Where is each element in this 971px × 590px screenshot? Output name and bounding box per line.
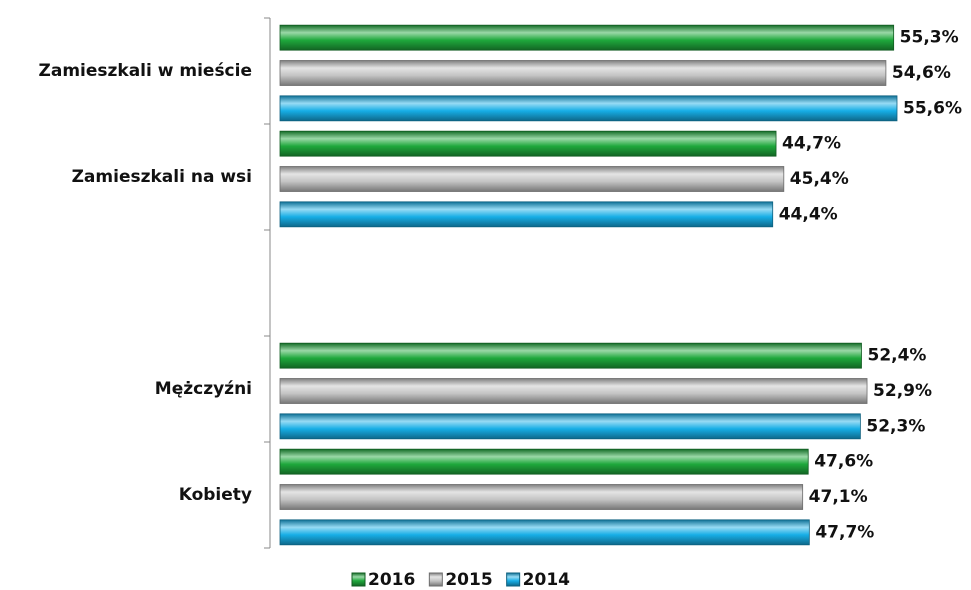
bar bbox=[279, 60, 887, 86]
legend-label: 2015 bbox=[445, 570, 492, 590]
bar bbox=[279, 342, 862, 369]
value-label: 45,4% bbox=[790, 169, 849, 189]
bar bbox=[279, 166, 785, 192]
legend-swatch bbox=[506, 572, 521, 587]
bar bbox=[279, 413, 861, 440]
value-label: 47,1% bbox=[809, 487, 868, 507]
bar bbox=[279, 519, 810, 546]
category-label: Kobiety bbox=[179, 485, 252, 505]
legend-swatch bbox=[351, 572, 366, 587]
bar bbox=[279, 24, 895, 51]
value-label: 55,6% bbox=[903, 98, 962, 118]
value-label: 52,4% bbox=[867, 346, 926, 366]
value-label: 52,3% bbox=[866, 416, 925, 436]
value-label: 52,9% bbox=[873, 381, 932, 401]
bar bbox=[279, 95, 898, 122]
bar bbox=[279, 448, 809, 475]
bar bbox=[279, 378, 868, 404]
bar bbox=[279, 201, 774, 228]
value-label: 54,6% bbox=[892, 63, 951, 83]
value-label: 44,4% bbox=[779, 204, 838, 224]
value-label: 47,7% bbox=[815, 522, 874, 542]
bar bbox=[279, 484, 804, 510]
value-label: 55,3% bbox=[900, 28, 959, 48]
category-label: Mężczyźni bbox=[155, 379, 252, 399]
category-label: Zamieszkali w mieście bbox=[39, 61, 252, 81]
bar bbox=[279, 130, 777, 157]
value-label: 47,6% bbox=[814, 452, 873, 472]
legend-label: 2014 bbox=[523, 570, 570, 590]
value-label: 44,7% bbox=[782, 134, 841, 154]
legend-label: 2016 bbox=[368, 570, 415, 590]
category-label: Zamieszkali na wsi bbox=[72, 167, 252, 187]
legend-swatch bbox=[428, 572, 443, 587]
